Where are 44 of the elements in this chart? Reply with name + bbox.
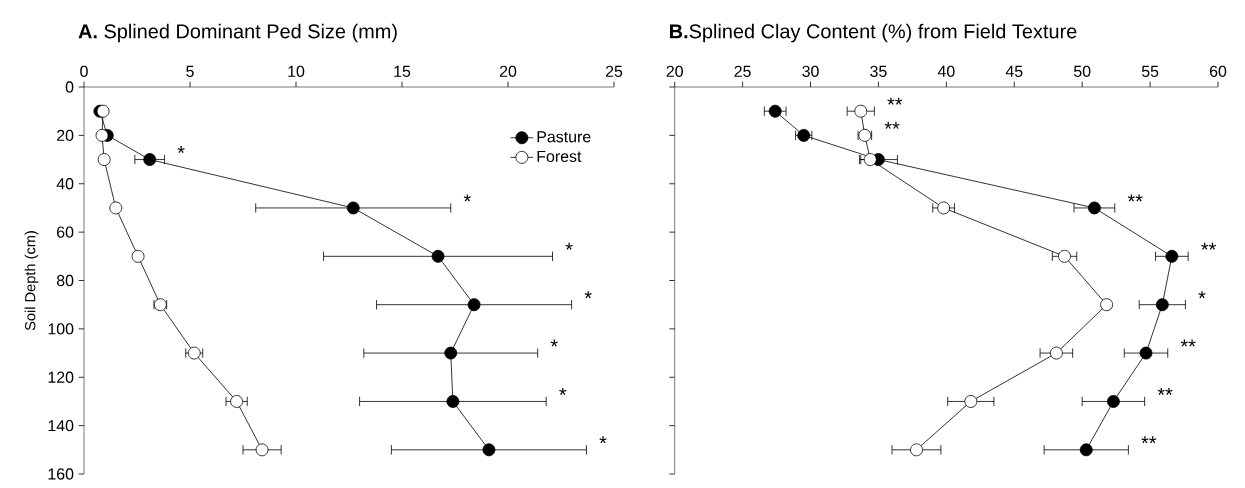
x-tick-label: 35 <box>870 65 887 77</box>
x-tick-label: 30 <box>802 65 819 77</box>
x-tick-label: 25 <box>605 65 623 77</box>
annotation: * <box>565 242 573 250</box>
y-tick-label: 80 <box>56 274 74 287</box>
annotation: * <box>550 339 558 347</box>
x-tick-label: 40 <box>937 65 955 77</box>
annotation: ** <box>1141 436 1157 444</box>
annotation: * <box>599 436 607 444</box>
x-tick-label: 20 <box>499 65 517 77</box>
annotation: ** <box>884 121 900 129</box>
x-tick-label: 0 <box>80 65 88 77</box>
annotation: ** <box>1157 387 1173 395</box>
y-tick-label: 60 <box>57 226 74 238</box>
legend-label: Forest <box>537 150 582 162</box>
y-tick-label: 0 <box>65 81 74 93</box>
annotation: ** <box>1201 242 1217 250</box>
x-tick-label: 50 <box>1073 65 1091 77</box>
x-tick-label: 15 <box>394 65 411 77</box>
legend-label: Pasture <box>537 131 591 143</box>
x-tick-label: 55 <box>1141 65 1159 77</box>
x-tick-label: 20 <box>666 65 683 77</box>
annotation: ** <box>1180 339 1196 347</box>
annotation: * <box>559 387 567 395</box>
x-tick-label: 60 <box>1209 65 1227 77</box>
annotation: * <box>463 194 471 202</box>
x-tick-label: 10 <box>288 65 305 77</box>
y-tick-label: 120 <box>48 371 74 383</box>
y-tick-label: 160 <box>48 468 74 480</box>
x-tick-label: 25 <box>734 65 751 77</box>
annotation: * <box>584 291 592 299</box>
chart-title: A. Splined Dominant Ped Size (mm) <box>78 23 397 43</box>
y-tick-label: 20 <box>57 129 74 142</box>
annotation: ** <box>887 97 903 105</box>
y-axis-title: Soil Depth (cm) <box>24 231 39 331</box>
y-tick-label: 140 <box>48 419 74 432</box>
annotation: ** <box>1127 194 1143 202</box>
annotation: * <box>1198 291 1206 299</box>
y-tick-label: 100 <box>48 323 74 335</box>
annotation: * <box>177 146 185 154</box>
x-tick-label: 45 <box>1005 65 1023 77</box>
x-tick-label: 5 <box>186 65 194 77</box>
y-tick-label: 40 <box>56 178 74 190</box>
chart-title: B.Splined Clay Content (%) from Field Texture <box>670 23 1077 43</box>
